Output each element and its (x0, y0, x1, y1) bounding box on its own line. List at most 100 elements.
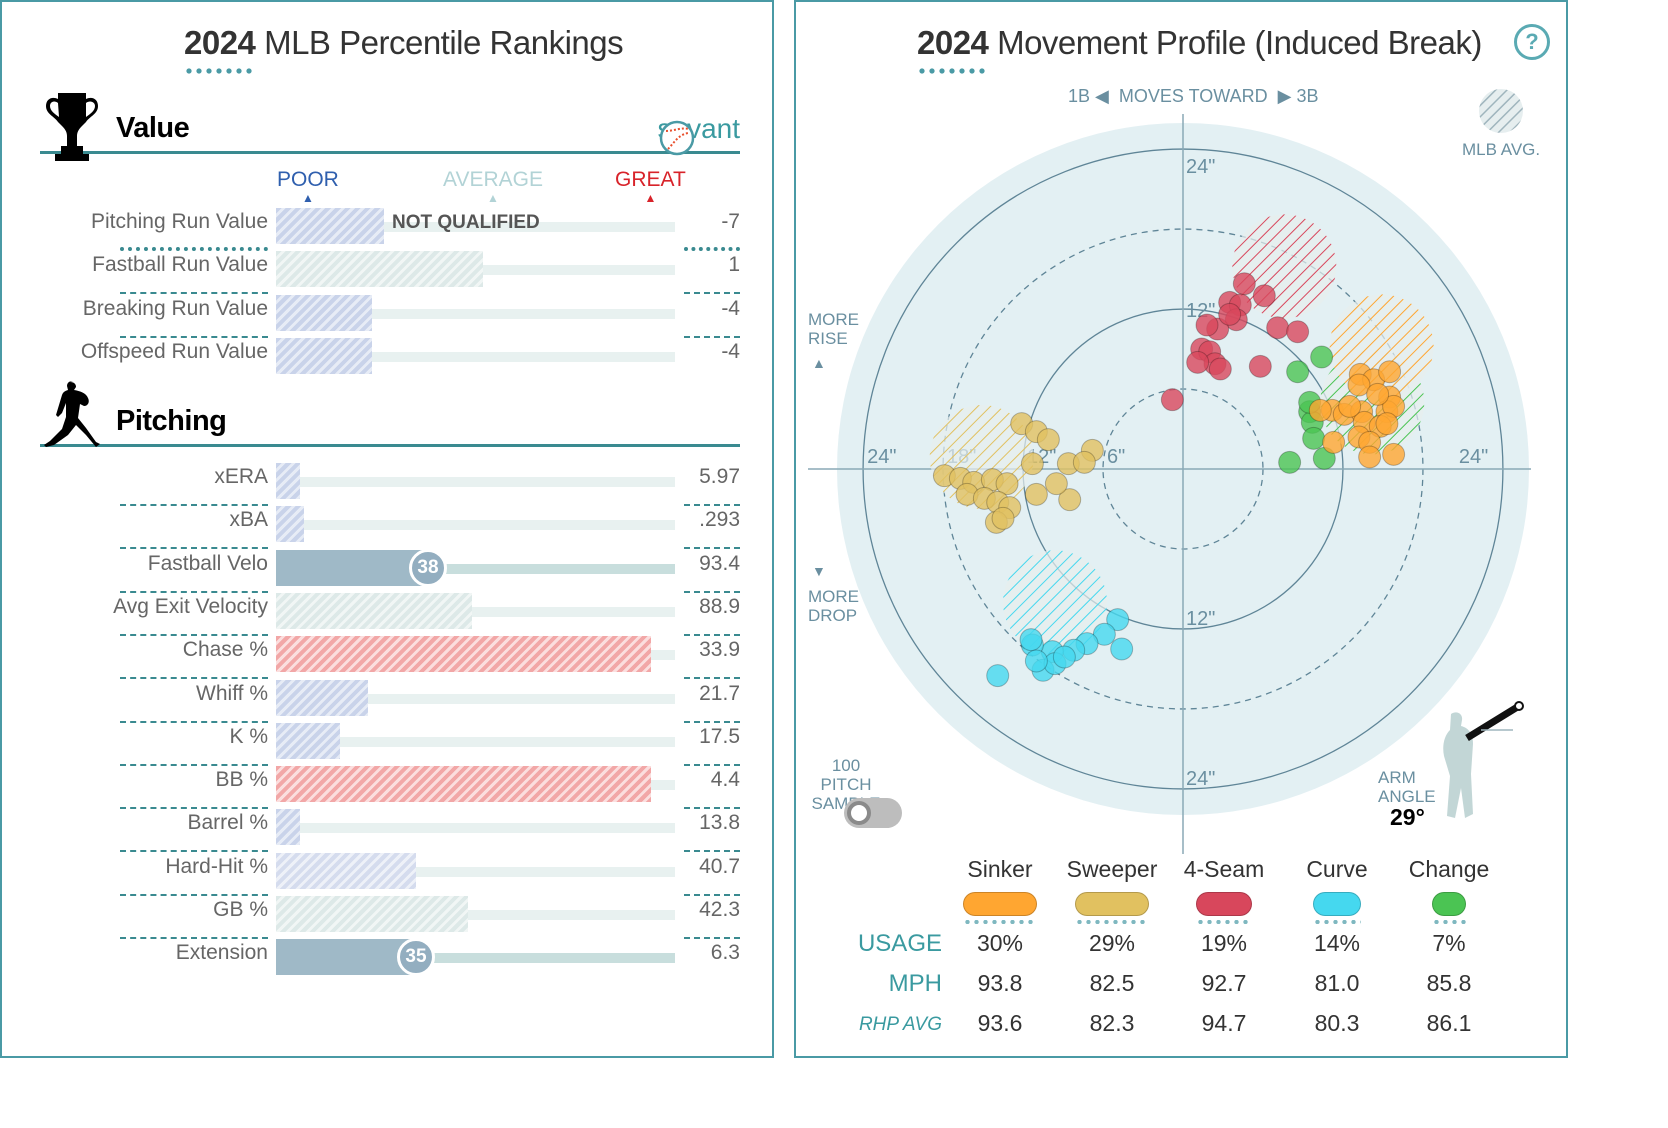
percentile-track (276, 222, 675, 232)
toggle-knob[interactable] (847, 801, 871, 825)
pitch-mph: 81.0 (1314, 970, 1360, 996)
pitch-name: Sinker (967, 856, 1033, 882)
metric-value: 93.4 (699, 551, 740, 575)
sample-toggle[interactable] (844, 798, 902, 828)
metric-value: 13.8 (699, 811, 740, 835)
pitch-point-sweeper (1072, 450, 1096, 474)
row-divider (120, 292, 268, 295)
pitch-point-sinker (1375, 412, 1399, 436)
percentile-track (276, 693, 675, 704)
row-divider (684, 763, 740, 766)
percentile-bar (276, 251, 483, 288)
mlb-avg-legend-icon (1479, 89, 1523, 133)
metric-row[interactable]: xBA .293 (2, 506, 776, 550)
row-divider (684, 504, 740, 506)
row-divider (120, 504, 268, 506)
pitcher-arm-angle-figure (1443, 701, 1524, 818)
direction-3b: 3B (1296, 86, 1319, 106)
percentile-bar (276, 766, 651, 803)
metric-label: Whiff % (196, 681, 268, 705)
pitch-rhp-avg: 80.3 (1314, 1010, 1360, 1036)
metric-row[interactable]: K % 17.5 (2, 722, 776, 766)
metric-row[interactable]: Extension 35 6.3 (2, 938, 776, 982)
mlb-avg-label: MLB AVG. (1462, 140, 1541, 159)
pitch-point-sinker (1366, 382, 1390, 406)
pitch-point-sweeper (1036, 428, 1060, 452)
pitch-point-sinker (1358, 445, 1382, 469)
metric-value: 1 (728, 253, 740, 277)
title-underline-dots (917, 68, 987, 74)
pitch-point-sweeper (995, 472, 1019, 496)
percentile-bar (276, 592, 472, 629)
metric-row[interactable]: GB % 42.3 (2, 896, 776, 939)
metric-row[interactable]: Fastball Run Value 1 (2, 251, 776, 295)
pitch-point-sinker (1382, 442, 1406, 466)
scale-average-label: AVERAGE (443, 168, 543, 191)
pitch-color-swatch[interactable] (963, 892, 1037, 916)
row-divider (684, 720, 740, 723)
metric-row[interactable]: Barrel % 13.8 (2, 809, 776, 853)
metric-value: -7 (721, 210, 740, 233)
help-button[interactable]: ? (1514, 24, 1550, 60)
percentile-track-fill (276, 563, 675, 574)
rhp-avg-row-label: RHP AVG (858, 1014, 942, 1035)
percentile-track (276, 351, 675, 362)
metric-row[interactable]: Whiff % 21.7 (2, 679, 776, 723)
metric-row[interactable]: Chase % 33.9 (2, 636, 776, 680)
pitch-color-swatch[interactable] (1313, 892, 1361, 916)
percentile-bar (276, 463, 300, 499)
percentile-bar (276, 337, 372, 374)
row-divider (120, 247, 268, 251)
pitch-color-swatch[interactable] (1196, 892, 1252, 916)
metric-value: 21.7 (699, 681, 740, 705)
pitch-point-sweeper (1024, 482, 1048, 506)
metric-row[interactable]: Hard-Hit % 40.7 (2, 852, 776, 896)
metric-value: -4 (721, 296, 740, 320)
metric-row[interactable]: Pitching Run Value NOT QUALIFIED -7 (2, 208, 776, 251)
pitch-name: Curve (1306, 856, 1368, 882)
movement-title: 2024 Movement Profile (Induced Break) (917, 24, 1482, 62)
pitch-color-swatch[interactable] (1075, 892, 1149, 916)
pitch-point-curve (986, 664, 1010, 688)
metric-row[interactable]: Fastball Velo 38 93.4 (2, 548, 776, 593)
ring-label: 24" (867, 446, 896, 468)
metric-label: Hard-Hit % (165, 854, 268, 878)
title-underline-dots (184, 68, 254, 74)
row-divider (120, 893, 268, 896)
savant-logo[interactable]: savant (658, 113, 740, 156)
percentile-bar (276, 636, 651, 673)
swatch-underline (1075, 920, 1149, 924)
metric-row[interactable]: Offspeed Run Value -4 (2, 337, 776, 381)
more-drop-line1: MORE (808, 587, 859, 606)
swatch-underline (1196, 920, 1252, 924)
row-divider (684, 590, 740, 593)
pitch-point-4-seam (1208, 357, 1232, 381)
more-drop-label: ▼ MORE DROP (808, 562, 859, 625)
pitch-color-swatch[interactable] (1432, 892, 1466, 916)
metric-row[interactable]: Breaking Run Value -4 (2, 294, 776, 338)
metric-label: Barrel % (187, 811, 268, 835)
row-divider (120, 763, 268, 766)
pitch-point-4-seam (1266, 316, 1290, 340)
metric-row[interactable]: Avg Exit Velocity 88.9 (2, 592, 776, 636)
row-divider (120, 633, 268, 636)
metric-row[interactable]: BB % 4.4 (2, 766, 776, 810)
pitch-point-sinker (1378, 360, 1402, 384)
row-divider (120, 335, 268, 338)
pitch-rhp-avg: 94.7 (1201, 1010, 1247, 1036)
percentile-bar (276, 896, 468, 932)
metric-label: Fastball Velo (147, 551, 268, 575)
metric-label: Extension (175, 941, 268, 965)
metric-row[interactable]: xERA 5.97 (2, 463, 776, 506)
pitch-point-sweeper (1044, 472, 1068, 496)
arm-angle-value: 29° (1390, 804, 1425, 830)
metric-value: 6.3 (710, 941, 740, 965)
triangle-up-icon: ▲ (644, 191, 657, 205)
percentile-track (276, 520, 675, 531)
swatch-underline (963, 920, 1037, 924)
ring-label: 12" (1186, 608, 1215, 630)
percentile-track (276, 308, 675, 319)
row-divider (120, 590, 268, 593)
movement-profile-panel: 2024 Movement Profile (Induced Break) ? … (794, 0, 1568, 1058)
row-divider (120, 547, 268, 550)
